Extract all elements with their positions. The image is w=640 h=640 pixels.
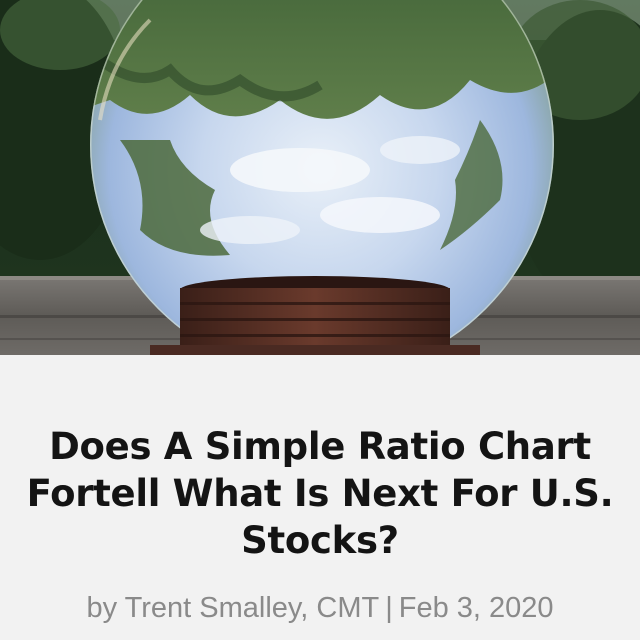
hero-image[interactable] bbox=[0, 0, 640, 355]
post-byline: by Trent Smalley, CMT | Feb 3, 2020 bbox=[0, 591, 640, 625]
post-details: Does A Simple Ratio Chart Fortell What I… bbox=[0, 355, 640, 640]
post-title[interactable]: Does A Simple Ratio Chart Fortell What I… bbox=[10, 423, 630, 564]
post-title-line-2[interactable]: Fortell What Is Next For U.S. bbox=[26, 472, 614, 515]
post-title-line-3[interactable]: Stocks? bbox=[241, 519, 399, 562]
crystal-ball-illustration bbox=[0, 0, 640, 355]
post-title-line-1[interactable]: Does A Simple Ratio Chart bbox=[49, 425, 591, 468]
byline-separator: | bbox=[385, 592, 393, 624]
post-date: Feb 3, 2020 bbox=[398, 592, 554, 624]
author-link[interactable]: by Trent Smalley, CMT bbox=[86, 592, 380, 624]
